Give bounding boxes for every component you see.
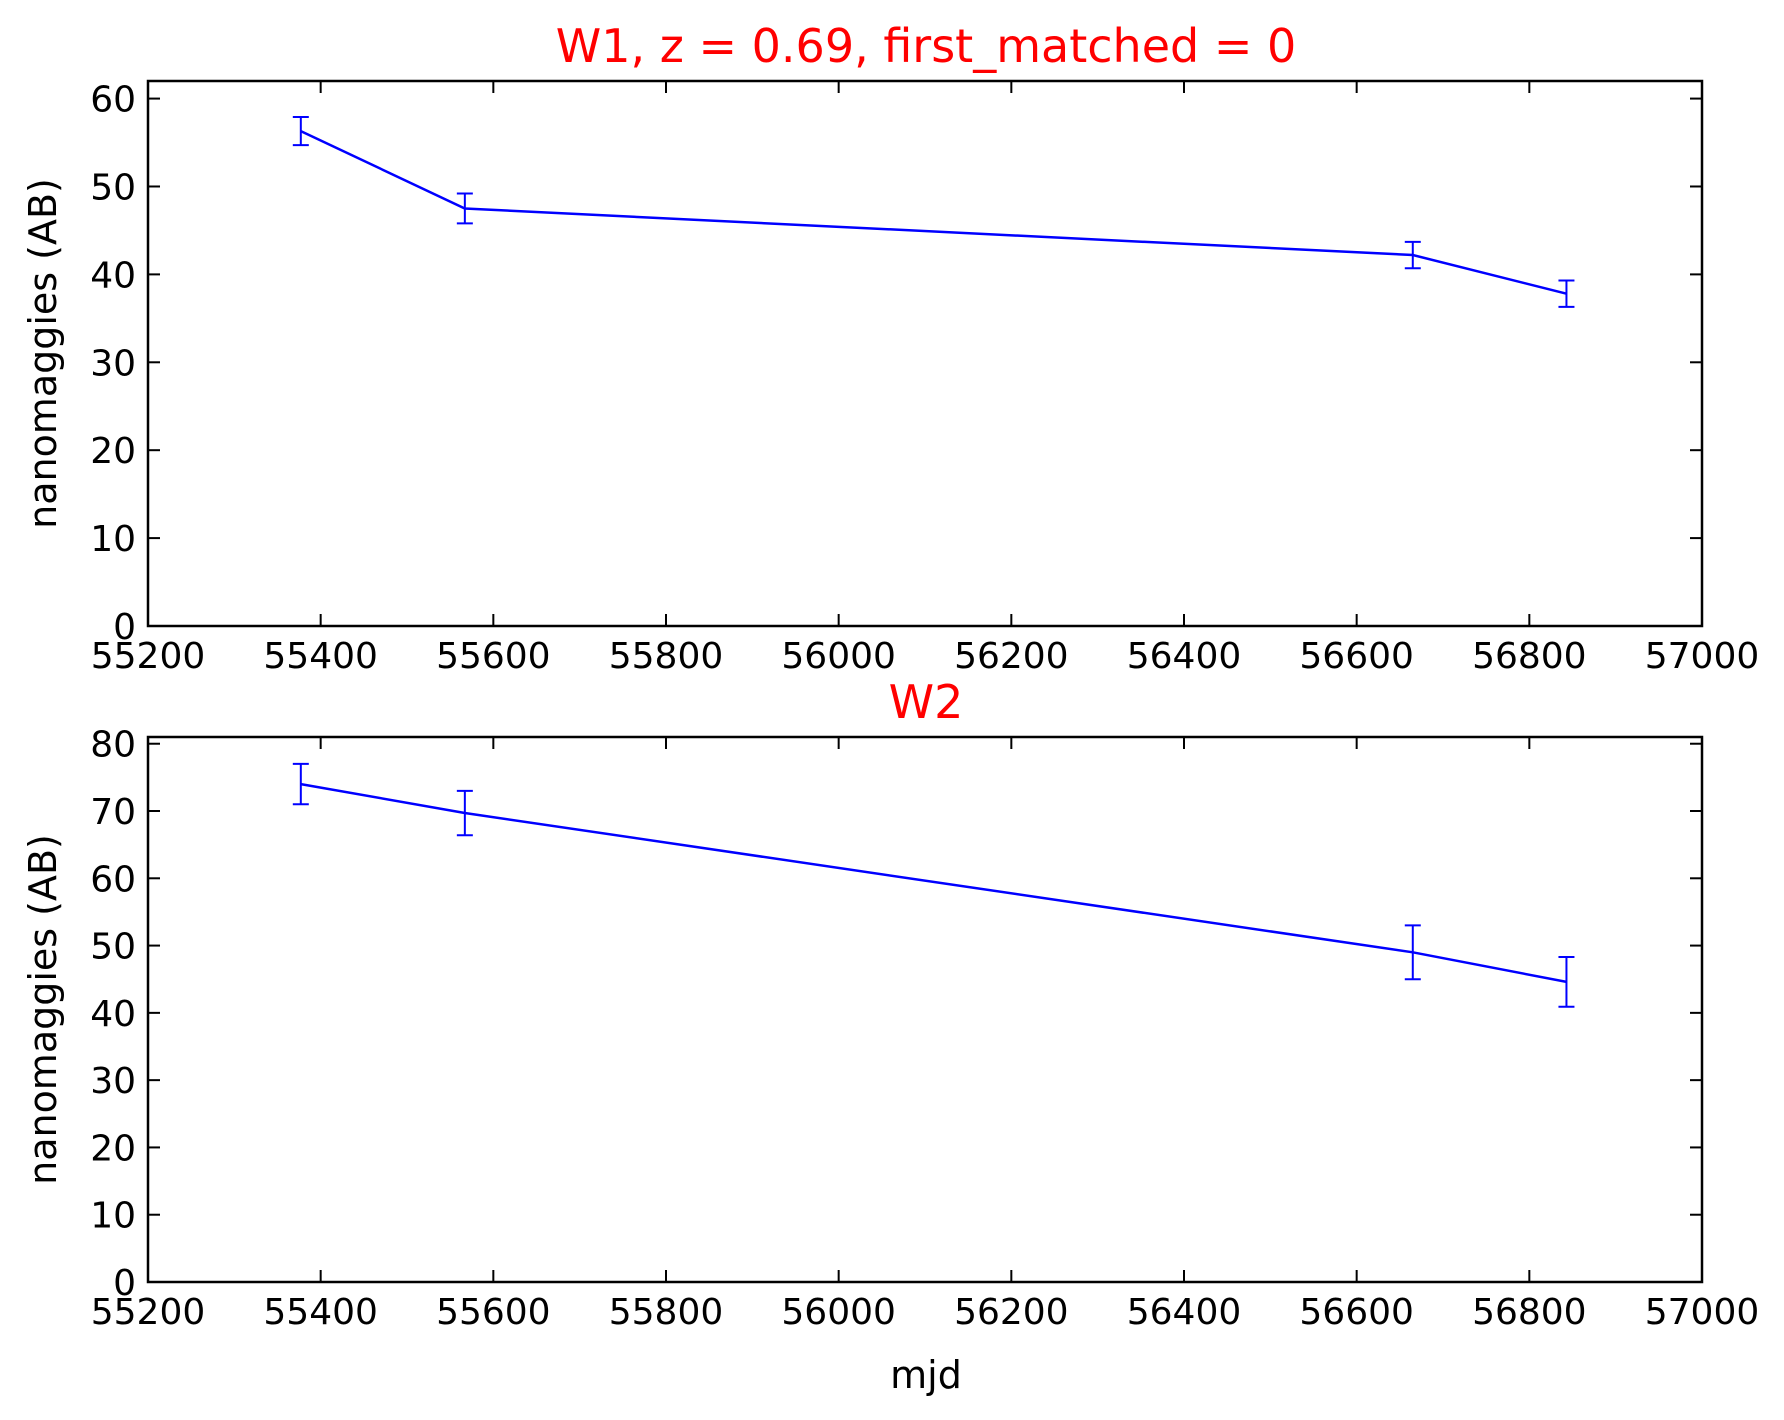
chart-w2-marks: 55200 55400 55600 55800 56000 56200 56400 56600… [90,725,1759,1333]
chart-w2-x-tick-label: 56400 [1127,1292,1242,1333]
chart-w2-y-tick-label: 50 [90,927,136,968]
chart-w2-x-tick-label: 57000 [1645,1292,1760,1333]
chart-w2-title: W2 [889,675,964,729]
chart-w1-plot-frame [146,79,1704,628]
chart-w2-x-tick-label: 55800 [609,1292,724,1333]
chart-w1-x-tick-label: 56200 [954,636,1069,677]
chart-w1-y-axis-label: nanomaggies (AB) [21,178,65,529]
chart-w1-y-tick-label: 0 [113,607,136,648]
chart-w1-x-tick-label: 55200 [91,636,206,677]
chart-w2-series-line [300,782,1567,984]
chart-w1-x-tick-label: 55400 [263,636,378,677]
chart-w2-y-tick-label: 20 [90,1128,136,1169]
chart-w1-x-tick-label: 56800 [1472,636,1587,677]
chart-w1-series-line [300,129,1567,295]
chart-w2-x-tick-label: 56000 [781,1292,896,1333]
chart-w1-x-tick-label: 57000 [1645,636,1760,677]
chart-w2-plot-frame [146,735,1704,1284]
chart-w2-x-axis-label: mjd [890,1353,962,1397]
chart-w1-x-tick-label: 56000 [781,636,896,677]
chart-w2-x-tick-label: 56600 [1299,1292,1414,1333]
chart-w2-y-tick-label: 30 [90,1061,136,1102]
chart-w2-x-tick-label: 56800 [1472,1292,1587,1333]
chart-w2-y-tick-label: 60 [90,859,136,900]
chart-w2-x-tick-label: 55400 [263,1292,378,1333]
chart-w2-y-tick-label: 10 [90,1196,136,1237]
chart-w1-y-tick-label: 40 [90,255,136,296]
chart-w1-y-tick-label: 50 [90,167,136,208]
chart-w2: W2 55200 55400 55600 55800 56000 56200 56400 56… [21,675,1759,1397]
chart-w1-y-tick-label: 60 [90,80,136,121]
chart-w2-x-tick-label: 56200 [954,1292,1069,1333]
chart-w1-y-tick-label: 30 [90,343,136,384]
chart-w2-x-tick-label: 55600 [436,1292,551,1333]
chart-w1-x-tick-label: 56600 [1299,636,1414,677]
chart-w2-y-tick-label: 80 [90,725,136,766]
chart-w1-title: W1, z = 0.69, first_matched = 0 [556,19,1297,73]
chart-w1-x-tick-label: 55600 [436,636,551,677]
chart-w2-x-tick-label: 55200 [91,1292,206,1333]
chart-w2-y-tick-label: 40 [90,994,136,1035]
chart-w1-x-tick-label: 56400 [1127,636,1242,677]
chart-w2-y-tick-label: 70 [90,792,136,833]
chart-w1-y-tick-label: 10 [90,519,136,560]
chart-w2-y-tick-label: 0 [113,1263,136,1304]
chart-w1: W1, z = 0.69, first_matched = 0 55200 554… [21,19,1759,677]
chart-w2-y-axis-label: nanomaggies (AB) [21,834,65,1185]
chart-w1-x-tick-label: 55800 [609,636,724,677]
chart-w1-y-tick-label: 20 [90,431,136,472]
chart-w1-marks: 55200 55400 55600 55800 56000 56200 56400 56600… [90,80,1759,677]
